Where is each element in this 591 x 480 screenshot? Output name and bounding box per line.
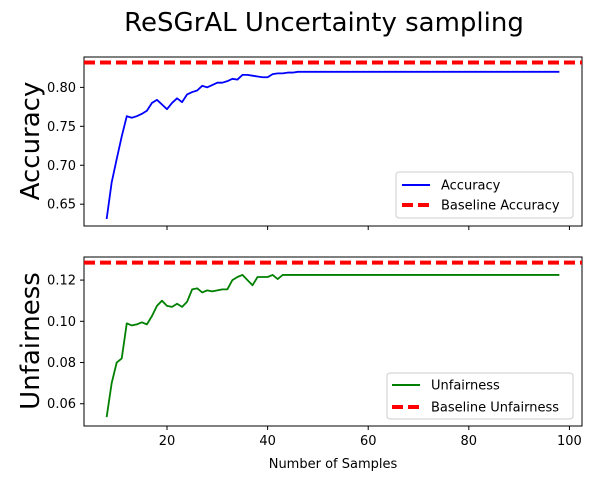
unfairness-subplot: 20 40 60 80 100 0.06 0.08 0.10 0.12 Unfairness U… xyxy=(16,256,583,449)
accuracy-legend: Accuracy Baseline Accuracy xyxy=(395,171,574,219)
accuracy-ytick-label: 0.80 xyxy=(47,81,76,96)
unfairness-ytick-label: 0.10 xyxy=(47,315,76,330)
unfairness-ylabel: Unfairness xyxy=(16,272,46,410)
legend-accuracy-label: Accuracy xyxy=(441,179,501,194)
unfairness-ytick-label: 0.06 xyxy=(47,397,76,412)
unfairness-ytick-label: 0.12 xyxy=(47,274,76,289)
legend-unfairness-label: Unfairness xyxy=(431,379,500,394)
unfairness-xtick-label: 60 xyxy=(360,434,377,449)
unfairness-ytick-label: 0.08 xyxy=(47,356,76,371)
figure-title: ReSGrAL Uncertainty sampling xyxy=(124,8,524,38)
legend-baseline-accuracy-label: Baseline Accuracy xyxy=(441,199,560,214)
unfairness-xtick-label: 100 xyxy=(557,434,582,449)
x-axis-label: Number of Samples xyxy=(269,457,398,472)
unfairness-xtick-label: 20 xyxy=(159,434,176,449)
accuracy-ytick-label: 0.65 xyxy=(47,198,76,213)
legend-baseline-unfairness-label: Baseline Unfairness xyxy=(431,401,559,416)
accuracy-series-line xyxy=(105,70,560,220)
unfairness-legend: Unfairness Baseline Unfairness xyxy=(386,372,574,420)
accuracy-ylabel: Accuracy xyxy=(16,82,46,201)
unfairness-xtick-label: 40 xyxy=(259,434,276,449)
accuracy-subplot: 0.65 0.70 0.75 0.80 Accuracy Accuracy Basel… xyxy=(16,56,583,230)
unfairness-xtick-label: 80 xyxy=(461,434,478,449)
accuracy-ytick-label: 0.70 xyxy=(47,159,76,174)
unfairness-series-line xyxy=(105,274,560,418)
accuracy-ytick-label: 0.75 xyxy=(47,120,76,135)
